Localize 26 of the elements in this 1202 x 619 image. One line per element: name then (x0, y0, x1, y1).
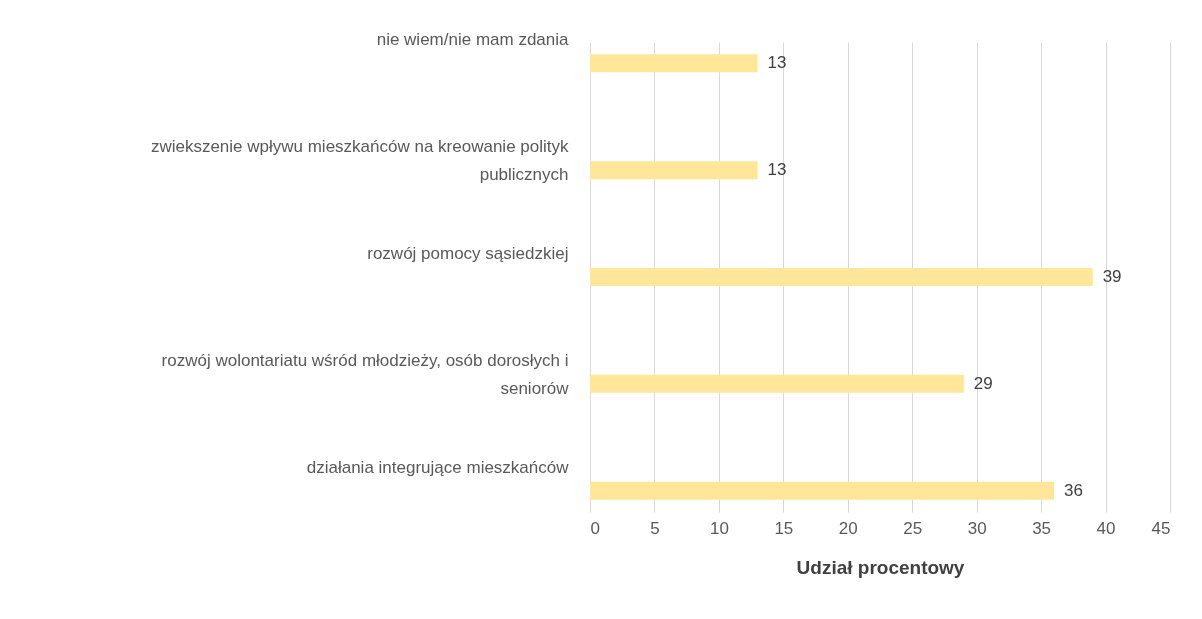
bar (590, 54, 758, 73)
data-label: 39 (1102, 267, 1122, 286)
y-tick-label: rozwój pomocy sąsiedzkiej (367, 244, 569, 263)
x-tick-label: 25 (903, 518, 923, 538)
x-tick-label: 45 (1151, 518, 1171, 538)
y-tick-label: działania integrujące mieszkańców (306, 457, 570, 477)
bar (590, 268, 1093, 286)
x-tick-label: 15 (774, 518, 794, 538)
x-axis-title: Udział procentowy (796, 556, 965, 578)
x-tick-label: 40 (1096, 518, 1116, 538)
x-tick-label: 30 (967, 518, 987, 538)
bar (590, 161, 758, 180)
data-label: 29 (973, 373, 993, 393)
bar (590, 374, 964, 393)
data-label: 13 (767, 53, 787, 73)
y-tick-label: zwiekszenie wpływu mieszkańców na kreowanie polityk publicznych (150, 137, 569, 185)
bar (590, 481, 1054, 500)
data-label: 13 (767, 160, 787, 180)
data-label: 36 (1064, 480, 1083, 500)
y-tick-label: rozwój wolontariatu wśród młodzieży, osób dorosłych i seniorów (161, 350, 570, 398)
x-tick-label: 35 (1032, 518, 1052, 538)
x-tick-label: 10 (709, 518, 729, 538)
y-tick-label: nie wiem/nie mam zdania (376, 30, 570, 50)
x-tick-label: 5 (650, 518, 660, 538)
x-tick-label: 0 (590, 518, 600, 538)
x-tick-label: 20 (838, 518, 858, 538)
